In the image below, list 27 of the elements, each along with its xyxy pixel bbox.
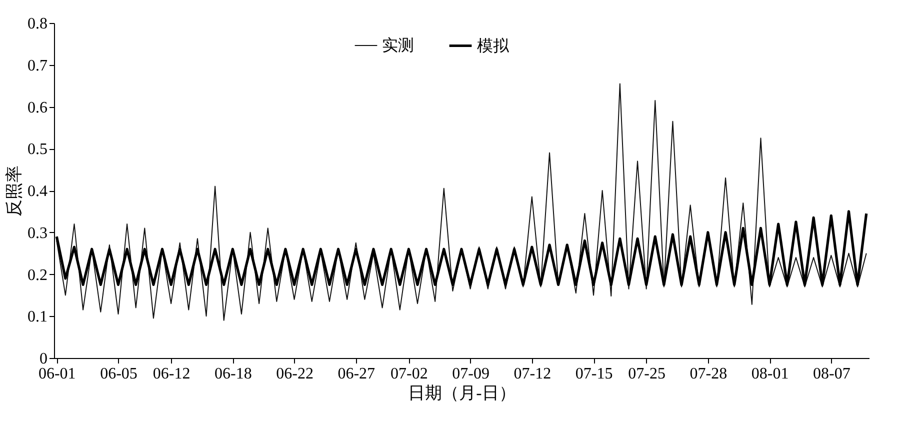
- x-tick-label: 07-02: [390, 366, 428, 382]
- x-tick-label: 06-22: [276, 366, 314, 382]
- y-tick-label: 0.2: [28, 266, 48, 284]
- x-axis-title: 日期（月-日）: [408, 384, 516, 402]
- y-tick-label: 0.8: [28, 16, 48, 32]
- y-tick-label: 0.3: [28, 224, 48, 242]
- y-axis-title: 反照率: [4, 166, 24, 216]
- x-tick-label: 08-07: [812, 366, 850, 382]
- x-tick-label: 07-25: [628, 366, 666, 382]
- x-tick-label: 06-12: [152, 366, 190, 382]
- y-tick-label: 0: [40, 350, 48, 368]
- y-tick-label: 0.5: [28, 141, 48, 158]
- x-tick-label: 06-05: [100, 366, 138, 382]
- y-tick-label: 0.7: [28, 57, 48, 74]
- x-tick-label: 07-09: [452, 366, 490, 382]
- y-tick-label: 0.4: [28, 183, 48, 200]
- x-tick-label: 06-01: [38, 366, 76, 382]
- legend-label: 实测: [382, 36, 414, 54]
- x-tick-label: 07-12: [514, 366, 552, 382]
- x-tick-label: 07-15: [575, 366, 613, 382]
- y-tick-label: 0.6: [28, 99, 48, 116]
- x-tick-label: 06-18: [214, 366, 252, 382]
- x-tick-label: 07-28: [690, 366, 728, 382]
- y-tick-label: 0.1: [28, 308, 48, 326]
- x-tick-label: 08-01: [751, 366, 789, 382]
- x-tick-label: 06-27: [338, 366, 376, 382]
- legend-label: 模拟: [477, 36, 510, 55]
